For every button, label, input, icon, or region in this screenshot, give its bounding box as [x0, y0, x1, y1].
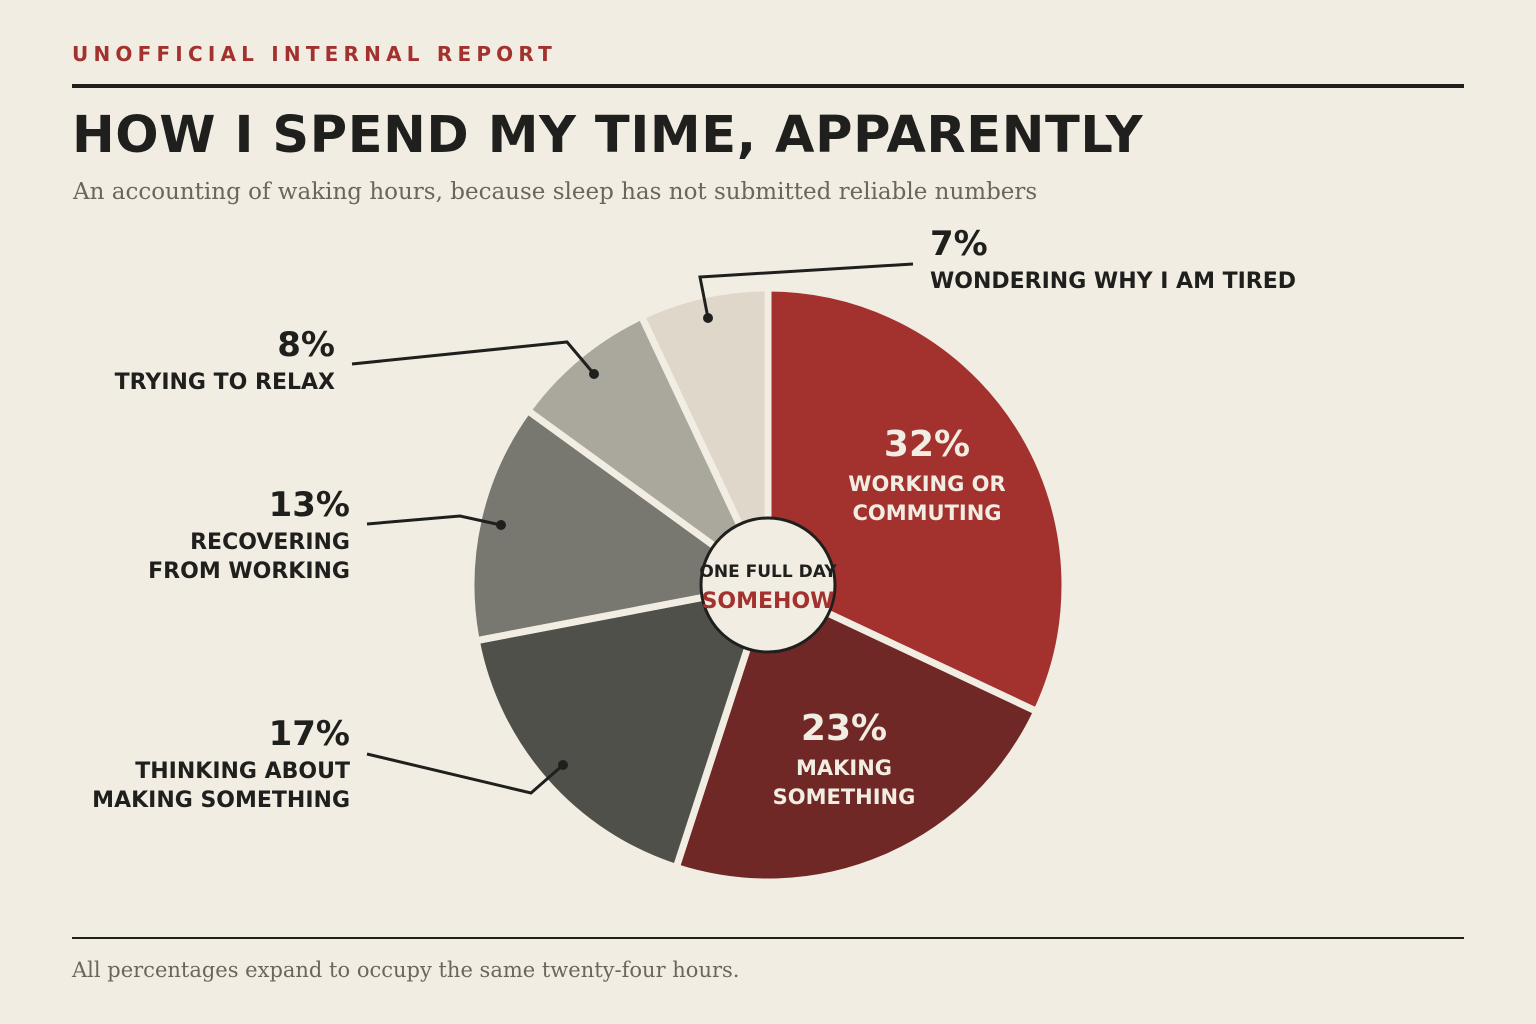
- callout-value-wondering-why-i-am-tired: 7%: [930, 224, 988, 264]
- slice-name-label-making-something: SOMETHING: [773, 785, 916, 809]
- report-kicker: UNOFFICIAL INTERNAL REPORT: [72, 42, 557, 66]
- page-subtitle: An accounting of waking hours, because s…: [73, 179, 1038, 205]
- callout-leader-recovering-from-working: [366, 514, 502, 527]
- callout-leader-wondering-why-i-am-tired: [698, 262, 914, 319]
- callout-value-thinking-about-making-something: 17%: [269, 714, 350, 754]
- slice-name-label-working-or-commuting: COMMUTING: [852, 501, 1001, 525]
- callout-labels: 17% THINKING ABOUT MAKING SOMETHING 13% RECO…: [92, 224, 1296, 813]
- center-label-bottom: SOMEHOW: [702, 589, 835, 614]
- callout-leader-thinking-about-making-something: [366, 752, 564, 795]
- pie-slice-working-or-commuting: [764, 284, 1069, 717]
- pie-slice-making-something: [671, 580, 1042, 886]
- callout-name-thinking-about-making-something: THINKING ABOUT: [135, 759, 350, 784]
- center-circle: [699, 516, 837, 654]
- callout-dot-wondering-why-i-am-tired: [703, 313, 713, 323]
- center-label-top: ONE FULL DAY: [699, 562, 837, 582]
- callout-value-recovering-from-working: 13%: [269, 485, 350, 525]
- callout-name-trying-to-relax: TRYING TO RELAX: [115, 370, 335, 395]
- slice-value-label-working-or-commuting: 32%: [884, 424, 970, 465]
- callout-name-thinking-about-making-something: MAKING SOMETHING: [92, 788, 350, 813]
- callout-name-recovering-from-working: RECOVERING: [190, 530, 350, 555]
- inside-labels: 32% WORKING OR COMMUTING 23% MAKING SOMETHING: [773, 424, 1006, 809]
- pie-center: ONE FULL DAY SOMEHOW: [699, 516, 837, 654]
- callout-dot-recovering-from-working: [496, 520, 506, 530]
- page-title: HOW I SPEND MY TIME, APPARENTLY: [72, 106, 1144, 165]
- callout-value-trying-to-relax: 8%: [277, 325, 335, 365]
- bottom-divider: [72, 937, 1464, 939]
- top-divider: [72, 84, 1464, 88]
- callout-dot-thinking-about-making-something: [558, 760, 568, 770]
- slice-name-label-working-or-commuting: WORKING OR: [848, 472, 1005, 496]
- footnote: All percentages expand to occupy the sam…: [72, 958, 740, 982]
- callout-name-recovering-from-working: FROM WORKING: [148, 559, 350, 584]
- slice-value-label-making-something: 23%: [801, 708, 887, 749]
- callout-dot-trying-to-relax: [589, 369, 599, 379]
- callout-name-wondering-why-i-am-tired: WONDERING WHY I AM TIRED: [930, 269, 1296, 294]
- slice-name-label-making-something: MAKING: [796, 756, 892, 780]
- callout-leader-trying-to-relax: [351, 340, 596, 375]
